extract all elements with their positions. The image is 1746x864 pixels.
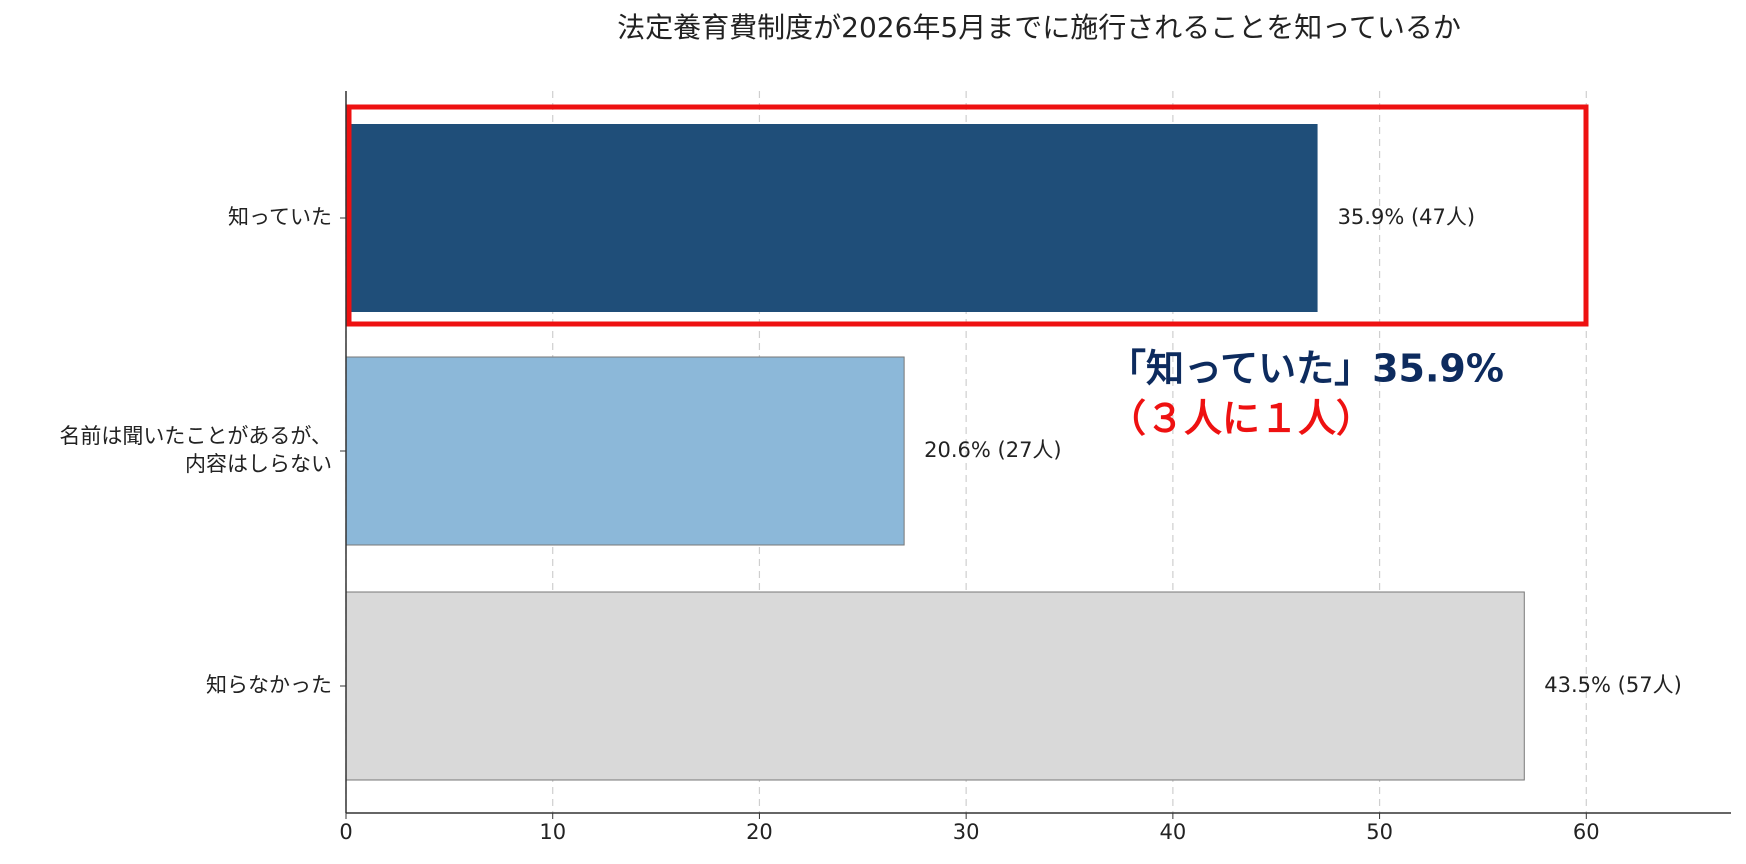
x-tick-label: 50	[1366, 820, 1393, 844]
bar	[345, 591, 1525, 781]
y-tick-label: 名前は聞いたことがあるが、内容はしらない	[59, 424, 332, 476]
data-label: 20.6% (27人)	[924, 438, 1061, 462]
data-label: 35.9% (47人)	[1338, 205, 1476, 229]
x-tick-label: 20	[746, 820, 773, 844]
annotation: 「知っていた」35.9%	[1108, 347, 1504, 391]
x-tick-label: 10	[539, 820, 566, 844]
x-tick-label: 60	[1573, 820, 1600, 844]
chart-title: 法定養育費制度が2026年5月までに施行されることを知っているか	[617, 11, 1461, 44]
y-tick-label: 知っていた	[228, 205, 332, 229]
x-tick-label: 30	[953, 820, 980, 844]
data-label: 43.5% (57人)	[1544, 673, 1682, 697]
bars	[345, 124, 1525, 781]
y-tick-label: 知らなかった	[206, 673, 332, 697]
annotation: （３人に１人）	[1108, 397, 1374, 441]
highlight-box	[346, 104, 1589, 327]
x-tick-label: 40	[1159, 820, 1186, 844]
x-tick-label: 0	[339, 820, 352, 844]
bar	[346, 124, 1318, 312]
bar	[345, 356, 905, 546]
